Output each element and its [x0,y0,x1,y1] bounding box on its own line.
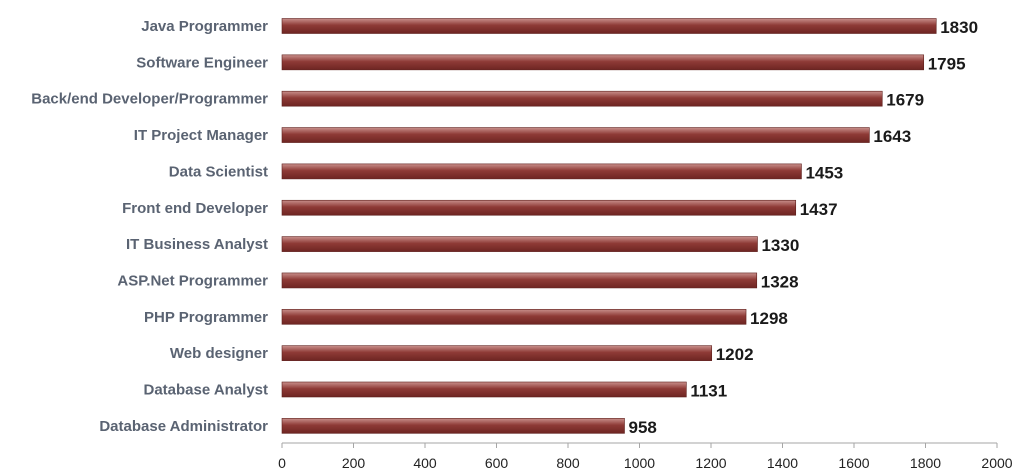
bars-group [281,18,937,434]
category-label: Front end Developer [122,200,268,217]
x-tick-label: 1400 [767,455,798,471]
x-tick-label: 1200 [695,455,726,471]
x-tick-label: 400 [413,455,437,471]
bar [281,308,747,325]
value-label: 1795 [928,54,966,73]
value-label: 1131 [690,382,727,401]
category-label: ASP.Net Programmer [117,272,268,289]
value-label: 1298 [750,309,788,328]
x-tick-label: 800 [556,455,580,471]
bar [281,90,883,107]
x-tick-label: 200 [342,455,366,471]
value-label: 1679 [886,91,924,110]
x-tick-label: 600 [485,455,509,471]
category-label: Database Administrator [99,418,268,435]
bar [281,163,802,180]
bar [281,345,713,361]
value-label: 958 [628,418,656,437]
bar [281,127,870,143]
bar [281,54,925,71]
bar [281,199,797,216]
bar [281,272,758,289]
value-label: 1437 [800,200,838,219]
category-label: IT Business Analyst [126,236,268,253]
category-label: Database Analyst [144,382,269,399]
x-axis: 0 200 400 600 800 1000 1200 1400 1600 1800 2000 [278,442,1013,471]
category-label: Java Programmer [141,18,268,35]
value-label: 1830 [940,18,978,37]
x-tick-label: 1800 [910,455,941,471]
category-label: PHP Programmer [144,309,268,326]
x-tick-label: 0 [278,455,286,471]
value-label: 1202 [716,345,754,364]
category-label: Data Scientist [169,163,268,180]
bar [281,418,625,434]
category-label: IT Project Manager [134,127,268,144]
x-tick-label: 1600 [838,455,869,471]
category-label: Web designer [170,345,268,362]
value-label: 1328 [761,272,799,291]
category-label: Software Engineer [136,54,268,71]
bar [281,18,937,34]
x-tick-label: 1000 [624,455,655,471]
bar [281,381,687,398]
category-labels: Java Programmer Software Engineer Back/end… [31,18,268,435]
category-label: Back/end Developer/Programmer [31,91,268,108]
value-label: 1453 [805,163,843,182]
value-label: 1643 [873,127,911,146]
bar [281,236,758,252]
value-label: 1330 [761,236,799,255]
x-tick-label: 2000 [981,455,1012,471]
